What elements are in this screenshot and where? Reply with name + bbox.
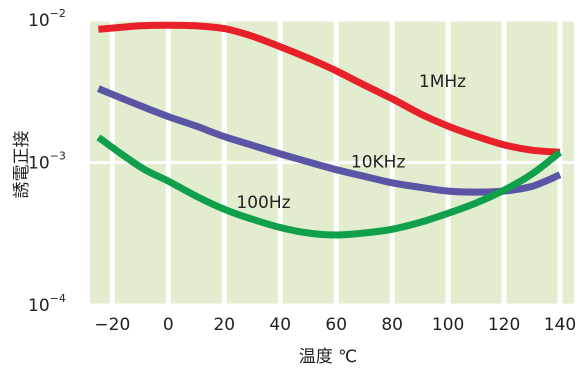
series-lines (96, 21, 563, 239)
x-tick-label: 20 (213, 315, 235, 335)
x-tick-label: 60 (325, 315, 347, 335)
series-annotations: 1MHz 10KHz 100Hz (236, 72, 466, 213)
x-tick-label: 40 (269, 315, 291, 335)
y-axis-ticks: 10−4 10−3 10−2 (28, 7, 66, 316)
x-tick-label: 140 (544, 315, 576, 335)
grid (90, 18, 574, 307)
y-tick-label: 10−2 (28, 7, 66, 31)
series-label-10khz: 10KHz (351, 153, 406, 173)
series-line-10khz (97, 85, 562, 196)
x-tick-label: 120 (488, 315, 520, 335)
y-axis-title: 誘電正接 (12, 131, 32, 199)
series-line-100hz (96, 134, 563, 239)
series-label-100hz: 100Hz (236, 193, 290, 213)
y-tick-label: 10−4 (28, 292, 66, 316)
x-axis-ticks: −20 0 20 40 60 80 100 120 140 (94, 315, 576, 335)
x-tick-label: −20 (94, 315, 130, 335)
x-axis-title: 温度 ℃ (299, 347, 358, 367)
x-tick-label: 80 (381, 315, 403, 335)
series-line-1mhz (98, 21, 561, 156)
y-tick-label: 10−3 (28, 150, 66, 174)
x-tick-label: 100 (432, 315, 464, 335)
x-tick-label: 0 (163, 315, 174, 335)
series-label-1mhz: 1MHz (419, 72, 466, 92)
